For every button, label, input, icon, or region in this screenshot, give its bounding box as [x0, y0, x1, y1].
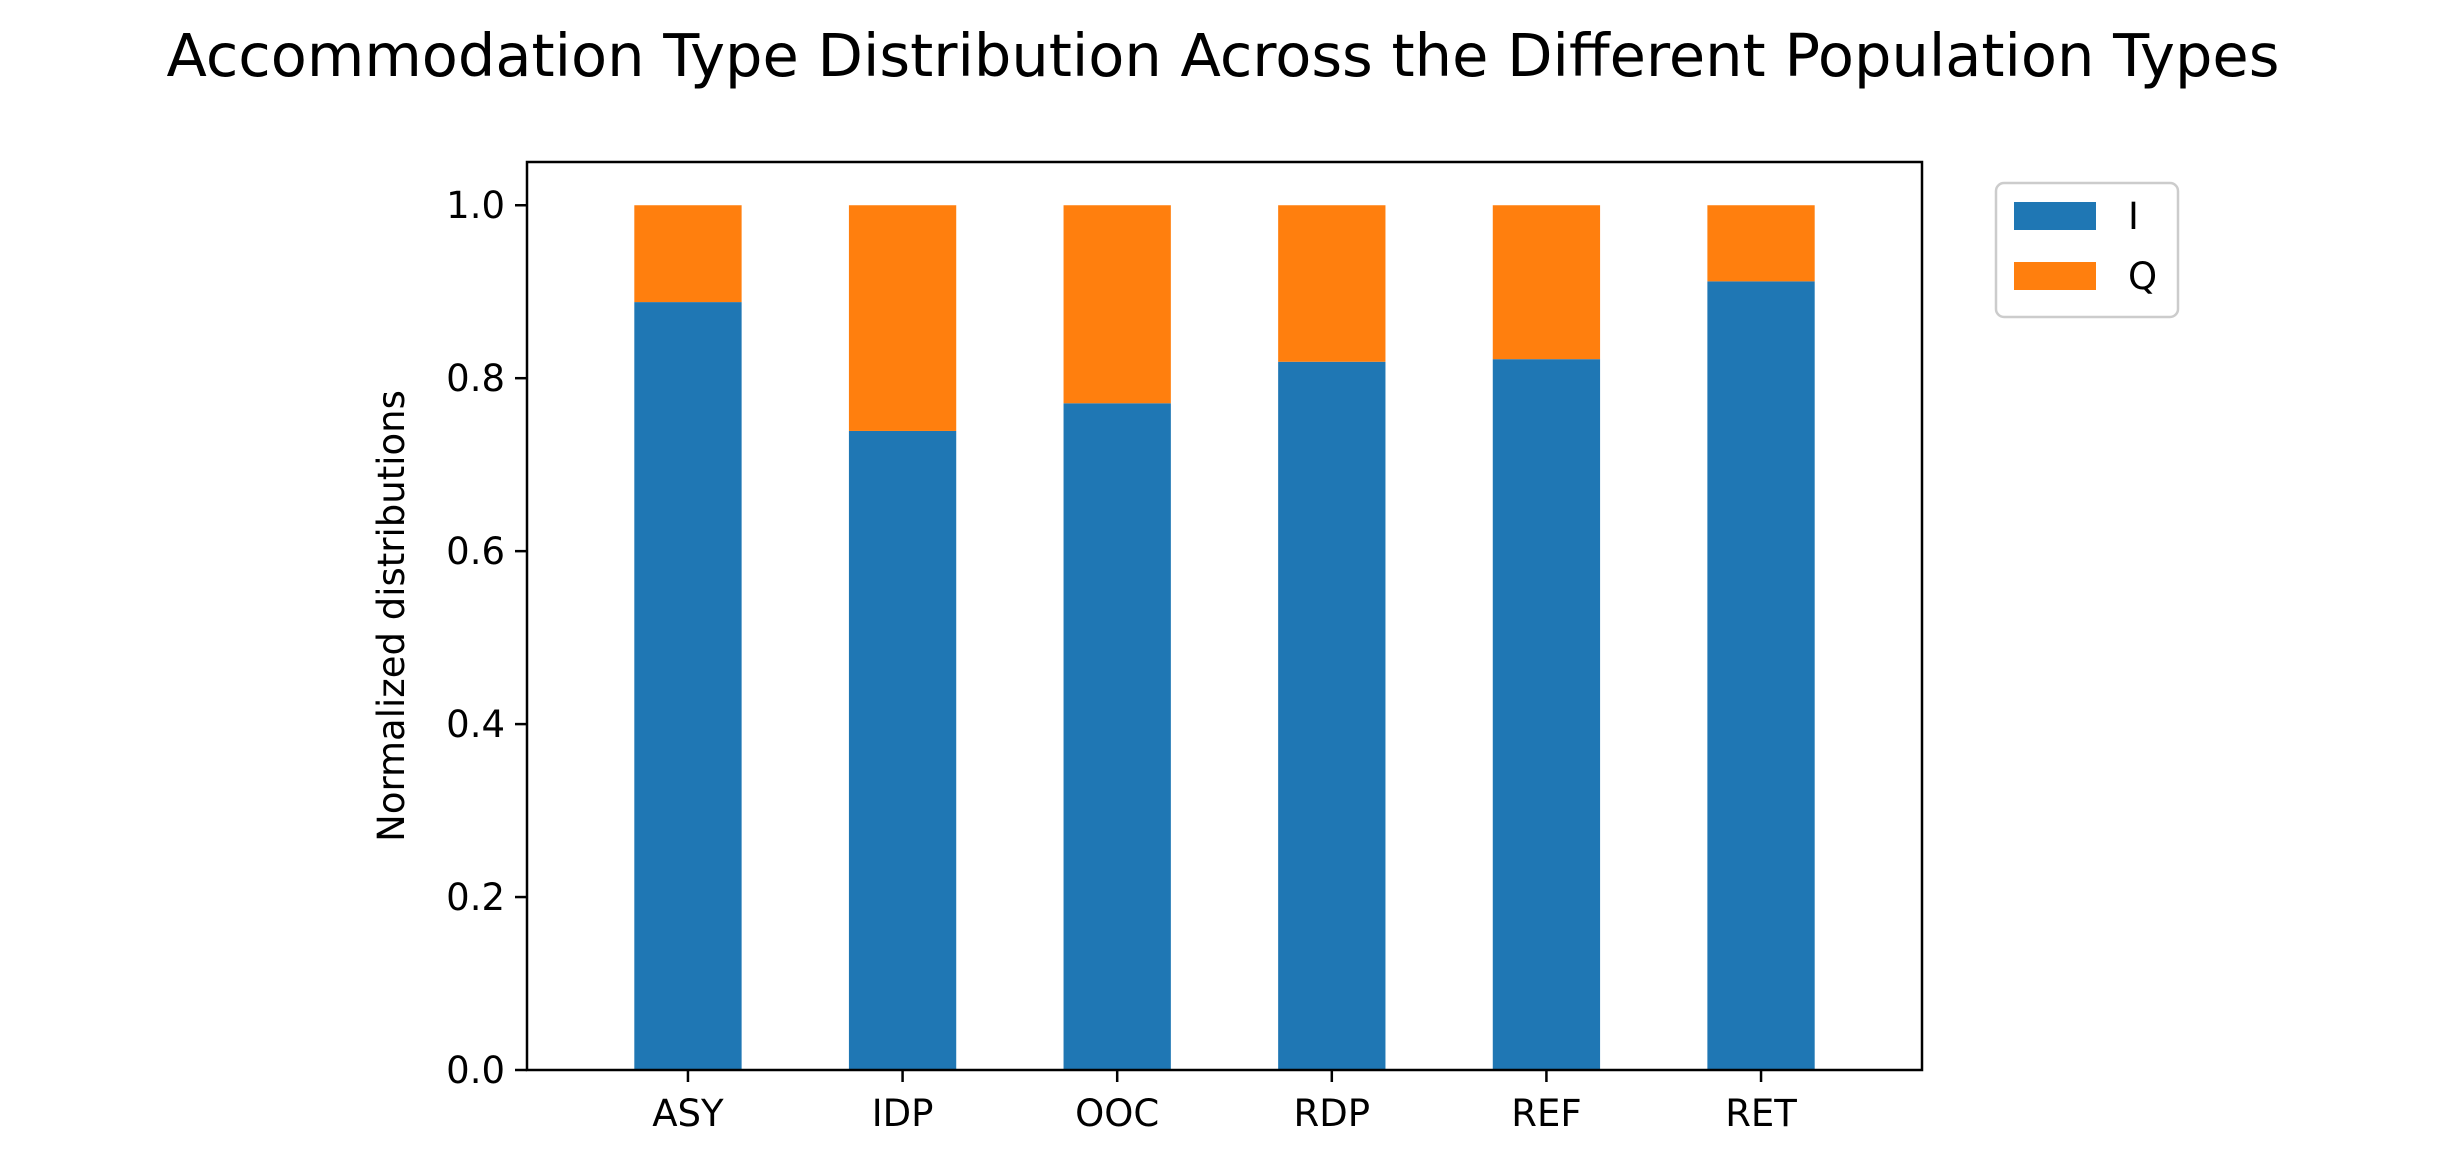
bar-ooc-i: [1063, 403, 1171, 1070]
x-tick-label-rdp: RDP: [1294, 1092, 1371, 1135]
bar-ret-i: [1707, 281, 1815, 1071]
legend-swatch-i: [2014, 202, 2096, 230]
legend-label-q: Q: [2128, 255, 2157, 298]
x-tick-label-ret: RET: [1725, 1092, 1797, 1135]
bar-rdp-i: [1278, 361, 1386, 1070]
x-tick-label-ref: REF: [1511, 1092, 1581, 1135]
bar-rdp-q: [1278, 205, 1386, 362]
bars-layer: [634, 205, 1815, 1071]
x-tick-label-ooc: OOC: [1075, 1092, 1159, 1135]
x-tick-label-asy: ASY: [652, 1092, 724, 1135]
axes-layer: 0.0 0.2 0.4 0.6 0.8 1.0 ASY IDP OOC RDP REF RET: [446, 160, 1924, 1135]
y-tick-label: 0.2: [446, 876, 505, 919]
bar-asy-q: [634, 205, 742, 303]
bar-ret-q: [1707, 205, 1815, 282]
y-tick-label: 0.4: [446, 703, 505, 746]
bar-asy-i: [634, 302, 742, 1071]
bar-ref-i: [1492, 359, 1601, 1070]
bar-ooc-q: [1063, 205, 1171, 404]
y-tick-label: 0.8: [446, 357, 505, 400]
y-tick-label: 0.6: [446, 530, 505, 573]
y-tick-label: 0.0: [446, 1049, 505, 1092]
legend-label-i: I: [2128, 195, 2139, 238]
y-tick-label: 1.0: [446, 184, 505, 227]
bar-ref-q: [1492, 205, 1601, 360]
legend-swatch-q: [2014, 262, 2096, 290]
x-tick-label-idp: IDP: [872, 1092, 934, 1135]
legend: IQ: [1994, 181, 2180, 319]
plot-frame: [525, 160, 1924, 1072]
chart-title: Accommodation Type Distribution Across t…: [167, 21, 2280, 90]
bar-idp-q: [848, 205, 957, 431]
y-axis-label: Normalized distributions: [370, 390, 413, 842]
bar-idp-i: [848, 430, 957, 1070]
